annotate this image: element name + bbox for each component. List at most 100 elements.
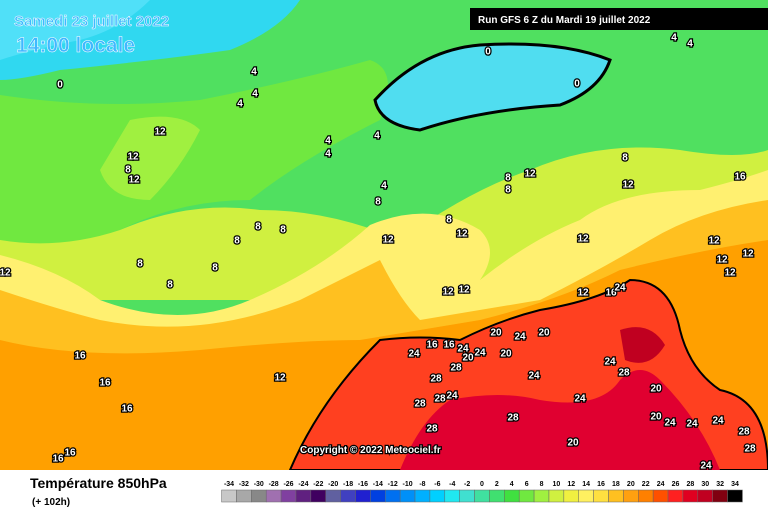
contour-label: 4 — [374, 131, 380, 142]
contour-label: 12 — [742, 249, 754, 260]
contour-label: 4 — [671, 33, 677, 44]
scale-label: -6 — [434, 481, 440, 488]
scale-swatch — [340, 489, 356, 503]
contour-label: 20 — [650, 412, 662, 423]
copyright: Copyright © 2022 Meteociel.fr — [300, 445, 441, 456]
scale-label: -28 — [269, 481, 279, 488]
run-banner — [470, 8, 768, 30]
contour-label: 24 — [528, 371, 540, 382]
scale-swatch — [459, 489, 475, 503]
contour-label: 4 — [252, 89, 258, 100]
contour-label: 12 — [577, 234, 589, 245]
contour-label: 24 — [446, 391, 458, 402]
scale-swatch — [697, 489, 713, 503]
contour-label: 12 — [724, 268, 736, 279]
contour-label: 4 — [237, 99, 243, 110]
scale-label: 18 — [612, 481, 620, 488]
contour-label: 28 — [738, 427, 750, 438]
contour-label: 4 — [381, 181, 387, 192]
scale-swatch — [310, 489, 326, 503]
contour-label: 8 — [622, 153, 628, 164]
scale-swatch — [370, 489, 386, 503]
scale-label: -24 — [298, 481, 308, 488]
contour-label: 8 — [167, 280, 173, 291]
contour-label: 8 — [505, 173, 511, 184]
scale-label: -18 — [343, 481, 353, 488]
contour-label: 20 — [490, 328, 502, 339]
scale-label: 2 — [495, 481, 499, 488]
contour-label: 12 — [524, 169, 536, 180]
contour-label: 12 — [0, 268, 11, 279]
valid-date: Samedi 23 juillet 2022 — [14, 13, 169, 30]
contour-label: 16 — [121, 404, 133, 415]
contour-label: 20 — [462, 353, 474, 364]
scale-swatch — [429, 489, 446, 503]
contour-label: 20 — [650, 384, 662, 395]
scale-label: 28 — [686, 481, 694, 488]
lead-time: (+ 102h) — [32, 497, 70, 508]
footer-title: Température 850hPa — [30, 475, 167, 491]
contour-label: 24 — [700, 461, 712, 472]
scale-swatch — [251, 489, 267, 503]
contour-label: 8 — [137, 259, 143, 270]
color-scale: -34 -32 -30 -28 -26 -24 -22 -20 -18 -16 -14 -12 -10-… — [221, 481, 743, 503]
scale-swatch — [652, 489, 669, 503]
contour-label: 28 — [414, 399, 426, 410]
scale-swatch — [608, 489, 624, 503]
contour-label: 24 — [408, 349, 420, 360]
scale-swatch — [414, 489, 431, 503]
contour-label: 4 — [251, 67, 257, 78]
contour-label: 24 — [574, 394, 586, 405]
contour-label: 16 — [605, 288, 617, 299]
scale-swatch — [548, 489, 565, 503]
scale-swatch — [355, 489, 371, 503]
contour-label: 4 — [325, 149, 331, 160]
contour-label: 12 — [716, 255, 728, 266]
contour-label: 12 — [274, 373, 286, 384]
scale-swatch — [265, 489, 282, 503]
contour-label: 28 — [426, 424, 438, 435]
contour-label: 12 — [708, 236, 720, 247]
scale-swatch — [504, 489, 520, 503]
scale-swatch — [236, 489, 252, 503]
scale-label: 20 — [627, 481, 635, 488]
contour-label: 12 — [382, 235, 394, 246]
contour-label: 0 — [574, 79, 580, 90]
scale-label: 22 — [642, 481, 650, 488]
contour-label: 28 — [430, 374, 442, 385]
scale-label: 30 — [701, 481, 709, 488]
scale-swatch — [221, 489, 237, 503]
scale-label: -16 — [358, 481, 368, 488]
scale-swatch — [682, 489, 699, 503]
contour-label: 24 — [457, 344, 469, 355]
contour-label: 28 — [450, 363, 462, 374]
scale-label: 10 — [553, 481, 561, 488]
contour-label: 24 — [614, 283, 626, 294]
scale-swatch — [578, 489, 594, 503]
contour-label: 28 — [744, 444, 756, 455]
scale-swatch — [533, 489, 550, 503]
temperature-field — [0, 0, 768, 470]
contour-label: 12 — [458, 285, 470, 296]
contour-label: 4 — [325, 136, 331, 147]
contour-label: 4 — [687, 39, 693, 50]
contour-label: 8 — [125, 165, 131, 176]
scale-swatch — [295, 489, 312, 503]
scale-label: -34 — [224, 481, 234, 488]
contour-label: 28 — [507, 413, 519, 424]
contour-label: 16 — [734, 172, 746, 183]
scale-swatch — [667, 489, 684, 503]
scale-swatch — [518, 489, 535, 503]
scale-swatch — [712, 489, 728, 503]
scale-label: 14 — [582, 481, 590, 488]
scale-swatch — [593, 489, 609, 503]
scale-label: 24 — [657, 481, 665, 488]
scale-swatch — [325, 489, 341, 503]
scale-label: -26 — [283, 481, 293, 488]
contour-label: 0 — [485, 47, 491, 58]
scale-swatch — [474, 489, 490, 503]
scale-swatch — [563, 489, 579, 503]
scale-label: 34 — [731, 481, 739, 488]
scale-swatch — [727, 489, 743, 503]
